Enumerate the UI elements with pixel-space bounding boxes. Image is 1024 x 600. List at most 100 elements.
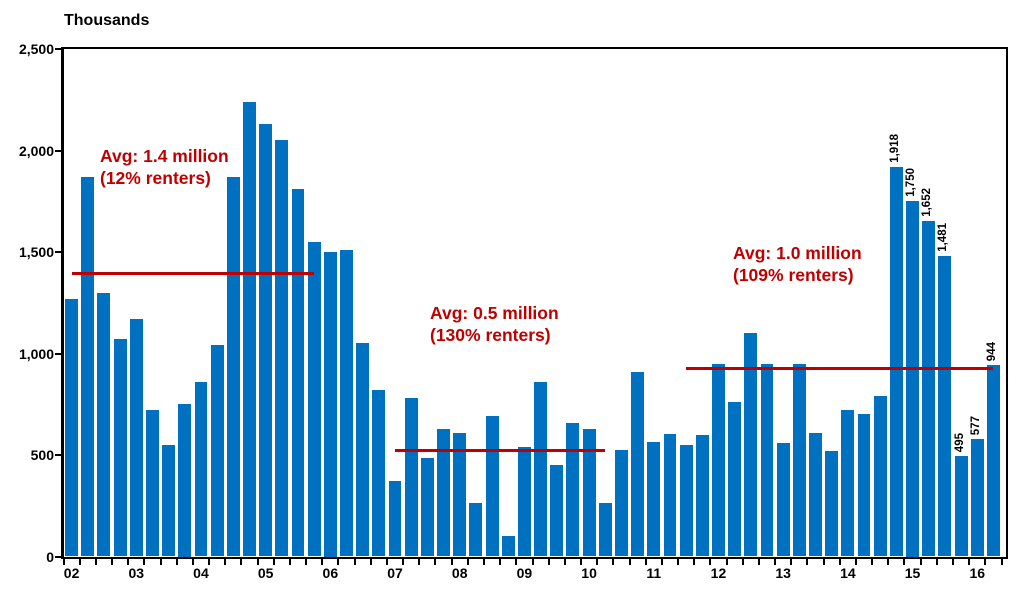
- x-axis-year-label: 15: [904, 564, 921, 581]
- x-axis-tick: [854, 559, 857, 565]
- data-bar: [614, 449, 628, 557]
- data-bar: [922, 221, 936, 557]
- bar-value-label: 1,652: [921, 188, 934, 218]
- x-axis-year-label: 06: [322, 564, 339, 581]
- x-axis-year-label: 08: [451, 564, 468, 581]
- average-line: [686, 366, 994, 370]
- data-bar: [792, 363, 806, 557]
- data-bar: [857, 414, 871, 557]
- x-axis-tick: [984, 559, 987, 565]
- data-bar: [938, 255, 952, 557]
- data-bar: [679, 444, 693, 557]
- data-bar: [695, 434, 709, 557]
- data-bar: [517, 446, 531, 557]
- x-axis-tick: [644, 559, 647, 565]
- x-axis-tick: [563, 559, 566, 565]
- data-bar: [404, 398, 418, 557]
- average-line: [71, 271, 315, 275]
- average-line: [395, 448, 606, 452]
- data-bar: [889, 167, 903, 557]
- x-axis-tick: [806, 559, 809, 565]
- x-axis-tick: [693, 559, 696, 565]
- x-axis-tick: [256, 559, 259, 565]
- x-axis-year-label: 03: [128, 564, 145, 581]
- x-axis-tick: [94, 559, 97, 565]
- x-axis-year-label: 04: [193, 564, 209, 581]
- x-axis-tick: [434, 559, 437, 565]
- x-axis-tick: [208, 559, 211, 565]
- x-axis-tick: [111, 559, 114, 565]
- y-axis-tick: [55, 555, 61, 558]
- y-axis-line: [61, 47, 64, 559]
- x-axis-tick: [321, 559, 324, 565]
- plot-right-border: [1006, 47, 1008, 559]
- bar-value-label: 1,918: [888, 134, 901, 164]
- data-bar: [291, 189, 305, 557]
- data-bar: [485, 416, 499, 557]
- x-axis-tick: [919, 559, 922, 565]
- x-axis-tick: [774, 559, 777, 565]
- data-bar: [372, 390, 386, 557]
- x-axis-year-label: 11: [646, 564, 662, 581]
- bar-value-label: 577: [969, 416, 982, 436]
- y-axis-tick: [55, 454, 61, 456]
- data-bar: [356, 343, 370, 557]
- data-bar: [243, 101, 256, 557]
- x-axis-tick: [757, 559, 760, 565]
- data-bar: [744, 333, 758, 557]
- data-bar: [145, 410, 159, 557]
- x-axis-tick: [547, 559, 550, 565]
- data-bar: [340, 249, 353, 557]
- data-bar: [275, 140, 289, 557]
- x-axis-tick: [240, 559, 243, 565]
- x-axis-tick: [871, 559, 874, 565]
- average-annotation: Avg: 1.4 million (12% renters): [100, 146, 229, 188]
- data-bar: [129, 318, 143, 557]
- x-axis-tick: [612, 559, 615, 565]
- x-axis-tick: [369, 559, 372, 565]
- x-axis-year-label: 02: [63, 564, 80, 581]
- data-bar: [954, 456, 968, 557]
- x-axis-tick: [741, 559, 744, 565]
- x-axis-year-label: 10: [581, 564, 597, 581]
- data-bar: [469, 502, 483, 557]
- x-axis-tick: [272, 559, 275, 565]
- data-bar: [162, 444, 176, 557]
- data-bar: [566, 422, 580, 557]
- x-axis-tick: [499, 559, 502, 565]
- data-bar: [825, 450, 839, 557]
- x-axis-tick: [838, 559, 841, 565]
- data-bar: [873, 396, 887, 557]
- y-axis-tick-label: 2,500: [18, 41, 54, 57]
- y-axis-tick-label: 1,000: [18, 345, 54, 362]
- data-bar: [534, 381, 548, 557]
- x-axis-year-label: 07: [387, 564, 403, 581]
- data-bar: [970, 439, 984, 557]
- average-annotation: Avg: 0.5 million (130% renters): [430, 303, 559, 345]
- data-bar: [501, 536, 515, 557]
- x-axis-tick: [968, 559, 971, 565]
- x-axis-tick: [353, 559, 356, 565]
- y-axis-tick: [55, 251, 61, 253]
- y-axis-tick-label: 2,000: [18, 142, 54, 159]
- x-axis-tick: [790, 559, 793, 565]
- data-bar: [226, 176, 240, 557]
- data-bar: [841, 410, 855, 557]
- x-axis-tick: [337, 559, 340, 565]
- x-axis-tick: [450, 559, 453, 565]
- data-bar: [728, 402, 742, 557]
- data-bar: [906, 201, 919, 557]
- x-axis-tick: [951, 559, 954, 565]
- x-axis-tick: [143, 559, 146, 565]
- x-axis-tick: [466, 559, 469, 565]
- x-axis-tick: [305, 559, 308, 565]
- x-axis-tick: [709, 559, 712, 565]
- x-axis-year-label: 16: [969, 564, 986, 581]
- x-axis-tick: [660, 559, 663, 565]
- x-axis-tick: [191, 559, 194, 565]
- data-bar: [437, 428, 450, 557]
- y-axis-tick: [55, 149, 61, 152]
- data-bar: [113, 339, 127, 557]
- x-axis-year-label: 05: [257, 564, 274, 581]
